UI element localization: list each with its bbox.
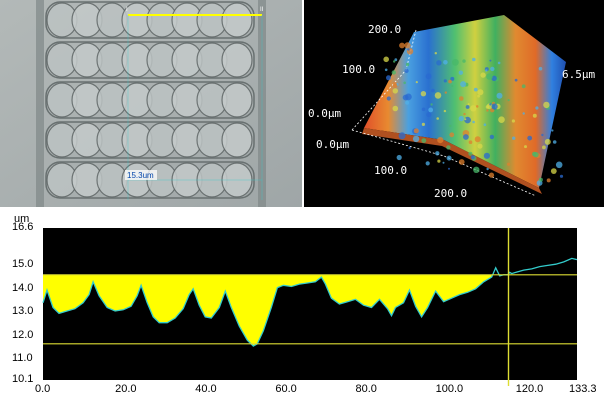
profile-chart: [42, 228, 578, 386]
x-tick-label: 40.0: [195, 383, 217, 395]
y-axis-unit: um: [14, 213, 30, 225]
axis-label-y-mid: 100.0: [342, 63, 376, 76]
y-tick-label: 10.1: [12, 373, 34, 385]
y-tick-label: 11.0: [12, 351, 33, 364]
x-tick-label: 80.0: [355, 383, 377, 395]
x-tick-label: 100.0: [435, 383, 464, 395]
scale-label: 15.3um: [127, 171, 154, 180]
x-tick-label: 133.3: [569, 383, 597, 395]
microscope-image: I II 15.3um: [0, 0, 302, 207]
x-tick-label: 20.0: [115, 383, 137, 395]
profile-chart-panel: [0, 212, 604, 400]
y-tick-label: 14.0: [12, 281, 34, 294]
surface-3d-plot: [351, 15, 566, 197]
axis-label-x-far: 200.0: [434, 187, 468, 200]
axis-label-x-mid: 100.0: [374, 164, 408, 177]
svg-text:I: I: [126, 7, 128, 13]
y-tick-label: 15.0: [12, 258, 34, 271]
y-tick-label: 12.0: [12, 328, 34, 341]
axis-label-origin-y: 0.0μm: [308, 107, 342, 120]
x-tick-label: 0.0: [35, 383, 51, 395]
y-tick-label: 16.6: [12, 221, 34, 233]
profile-line: [42, 257, 578, 347]
axis-label-y-far: 200.0: [368, 23, 402, 36]
axis-label-z-top: 6.5μm: [562, 68, 596, 81]
microscope-image-panel: I II 15.3um: [0, 0, 302, 207]
axis-label-origin-x: 0.0μm: [316, 138, 350, 151]
profile-fill-area: [43, 274, 492, 347]
y-tick-label: 13.0: [12, 305, 34, 318]
svg-text:II: II: [260, 7, 264, 13]
x-tick-label: 120.0: [515, 383, 544, 395]
surface-3d-panel: 200.0 100.0 6.5μm 0.0μm 0.0μm 100.0 200.…: [304, 0, 604, 207]
x-tick-label: 60.0: [275, 383, 297, 395]
